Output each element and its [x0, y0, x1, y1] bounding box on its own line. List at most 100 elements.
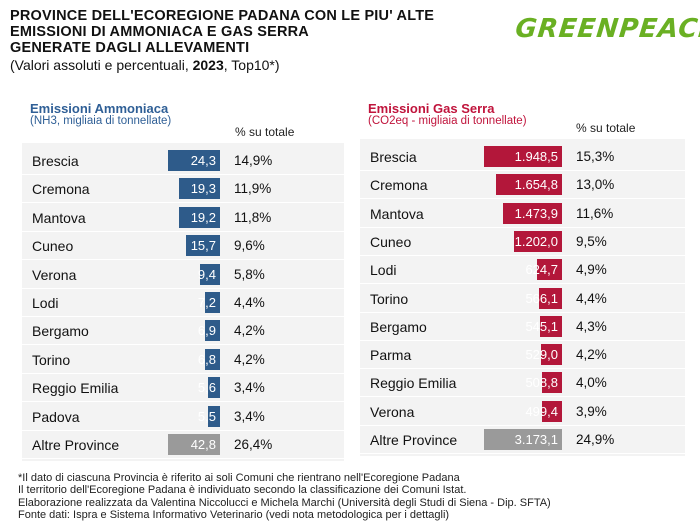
ghg-category-label: Altre Province — [370, 432, 458, 448]
ghg-value-label: 1.473,9 — [514, 205, 558, 221]
ammonia-value-label: 6,8 — [197, 351, 216, 367]
ghg-row: Verona 499,4 3,9% — [360, 398, 685, 426]
ghg-pct-label: 11,6% — [576, 205, 614, 221]
ghg-row: Mantova 1.473,9 11,6% — [360, 200, 685, 228]
ammonia-row-divider — [22, 259, 344, 261]
ammonia-category-label: Bergamo — [32, 323, 89, 340]
ammonia-bar — [205, 320, 220, 342]
greenpeace-logo: GREENPEACE — [513, 14, 700, 44]
ghg-value-label: 1.202,0 — [514, 233, 558, 249]
ammonia-pct-label: 11,8% — [234, 209, 272, 225]
ammonia-category-label: Cuneo — [32, 238, 74, 255]
ammonia-pct-label: 3,4% — [234, 408, 265, 424]
ghg-bar — [541, 372, 562, 394]
ammonia-bar — [199, 263, 220, 285]
ghg-value-label: 545,1 — [525, 318, 558, 334]
ghg-bar — [484, 146, 562, 167]
ghg-row-divider — [360, 311, 685, 313]
ghg-category-label: Cuneo — [370, 233, 412, 250]
ghg-value-label: 1.654,8 — [514, 177, 558, 193]
ammonia-bar — [208, 377, 220, 399]
footnote-line: Il territorio dell'Ecoregione Padana è i… — [18, 484, 467, 497]
ammonia-row: Brescia 24,3 14,9% — [22, 147, 344, 175]
footnotes: *Il dato di ciascuna Provincia è riferit… — [18, 472, 688, 522]
ammonia-row-divider — [22, 316, 344, 317]
ghg-value-label: 1.948,5 — [514, 149, 558, 164]
page-subtitle: (Valori assoluti e percentuali, 2023, To… — [10, 57, 480, 74]
ammonia-bar — [204, 292, 220, 313]
ghg-bar — [484, 429, 562, 450]
footnote-line: *Il dato di ciascuna Provincia è riferit… — [18, 472, 460, 484]
ammonia-row: Torino 6,8 4,2% — [22, 346, 344, 374]
ammonia-value-label: 7,2 — [197, 295, 216, 310]
ghg-row: Reggio Emilia 508,8 4,0% — [360, 369, 685, 398]
ghg-row-divider — [360, 254, 685, 256]
ammonia-row: Verona 9,4 5,8% — [22, 261, 344, 289]
ammonia-row-divider — [22, 401, 344, 403]
ammonia-row: Padova 5,5 3,4% — [22, 403, 344, 431]
footnote-line: Fonte dati: Ispra e Sistema Informativo … — [18, 509, 450, 522]
ghg-row-divider — [360, 339, 685, 341]
ghg-row: Cremona 1.654,8 13,0% — [360, 171, 685, 200]
ammonia-value-label: 24,3 — [190, 153, 216, 168]
ammonia-chart-unit: (NH3, migliaia di tonnellate) — [30, 115, 172, 127]
ammonia-pct-label: 26,4% — [234, 437, 273, 452]
ghg-row: Bergamo 545,1 4,3% — [360, 313, 685, 341]
ghg-value-label: 624,7 — [525, 262, 558, 278]
ghg-value-label: 3.173,1 — [514, 432, 558, 447]
ghg-bar — [495, 174, 562, 196]
ghg-row-divider — [360, 453, 685, 454]
ghg-category-label: Mantova — [370, 205, 424, 222]
ghg-category-label: Lodi — [370, 262, 397, 279]
ammonia-bar — [205, 348, 220, 370]
ghg-pct-label: 4,2% — [576, 347, 607, 363]
ghg-row: Brescia 1.948,5 15,3% — [360, 143, 685, 171]
ghg-category-label: Cremona — [370, 177, 428, 194]
ammonia-bar — [168, 150, 220, 171]
ammonia-value-label: 5,6 — [197, 380, 216, 396]
page-title-line: PROVINCE DELL'ECOREGIONE PADANA CON LE P… — [10, 8, 435, 24]
footnote-line: Elaborazione realizzata da Valentina Nic… — [18, 496, 551, 509]
ammonia-value-label: 5,5 — [197, 408, 216, 424]
ammonia-category-label: Torino — [32, 351, 71, 368]
ammonia-row-divider — [22, 174, 344, 175]
ammonia-row-divider — [22, 344, 344, 346]
ghg-bar — [539, 287, 562, 309]
ghg-pct-label: 4,9% — [576, 262, 607, 278]
ghg-value-label: 529,0 — [525, 347, 558, 363]
ghg-bar — [536, 259, 562, 281]
subtitle-pre: (Valori assoluti e percentuali, — [10, 57, 193, 73]
ghg-pct-label: 15,3% — [576, 149, 615, 164]
ghg-bar — [540, 315, 562, 337]
ghg-row: Torino 566,1 4,4% — [360, 285, 685, 313]
ammonia-value-label: 15,7 — [190, 238, 216, 254]
ghg-row-divider — [360, 396, 685, 398]
ghg-bar — [513, 230, 562, 252]
ammonia-row-divider — [22, 202, 344, 204]
ghg-value-label: 566,1 — [525, 290, 558, 306]
ammonia-pct-header: % su totale — [235, 125, 295, 139]
ammonia-row-divider — [22, 429, 344, 431]
ghg-row-divider — [360, 170, 685, 171]
ammonia-bar — [168, 434, 220, 455]
ammonia-row-divider — [22, 287, 344, 289]
ghg-row: Parma 529,0 4,2% — [360, 341, 685, 370]
ghg-category-label: Parma — [370, 347, 412, 364]
ammonia-row: Lodi 7,2 4,4% — [22, 289, 344, 317]
ammonia-pct-label: 3,4% — [234, 380, 265, 396]
ammonia-row-divider — [22, 458, 344, 459]
ammonia-category-label: Lodi — [32, 295, 59, 311]
ghg-pct-label: 4,3% — [576, 318, 607, 334]
ammonia-bar — [208, 405, 220, 427]
ghg-row-divider — [360, 283, 685, 285]
ammonia-pct-label: 4,4% — [234, 295, 265, 310]
ghg-category-label: Verona — [370, 403, 415, 420]
ammonia-row-divider — [22, 230, 344, 232]
ammonia-bar — [178, 178, 220, 200]
subtitle-post: , Top10*) — [223, 57, 280, 73]
ammonia-pct-label: 14,9% — [234, 153, 273, 168]
ammonia-category-label: Mantova — [32, 209, 86, 226]
ammonia-row: Cremona 19,3 11,9% — [22, 175, 344, 204]
ammonia-value-label: 9,4 — [197, 266, 216, 282]
ammonia-row: Cuneo 15,7 9,6% — [22, 232, 344, 261]
